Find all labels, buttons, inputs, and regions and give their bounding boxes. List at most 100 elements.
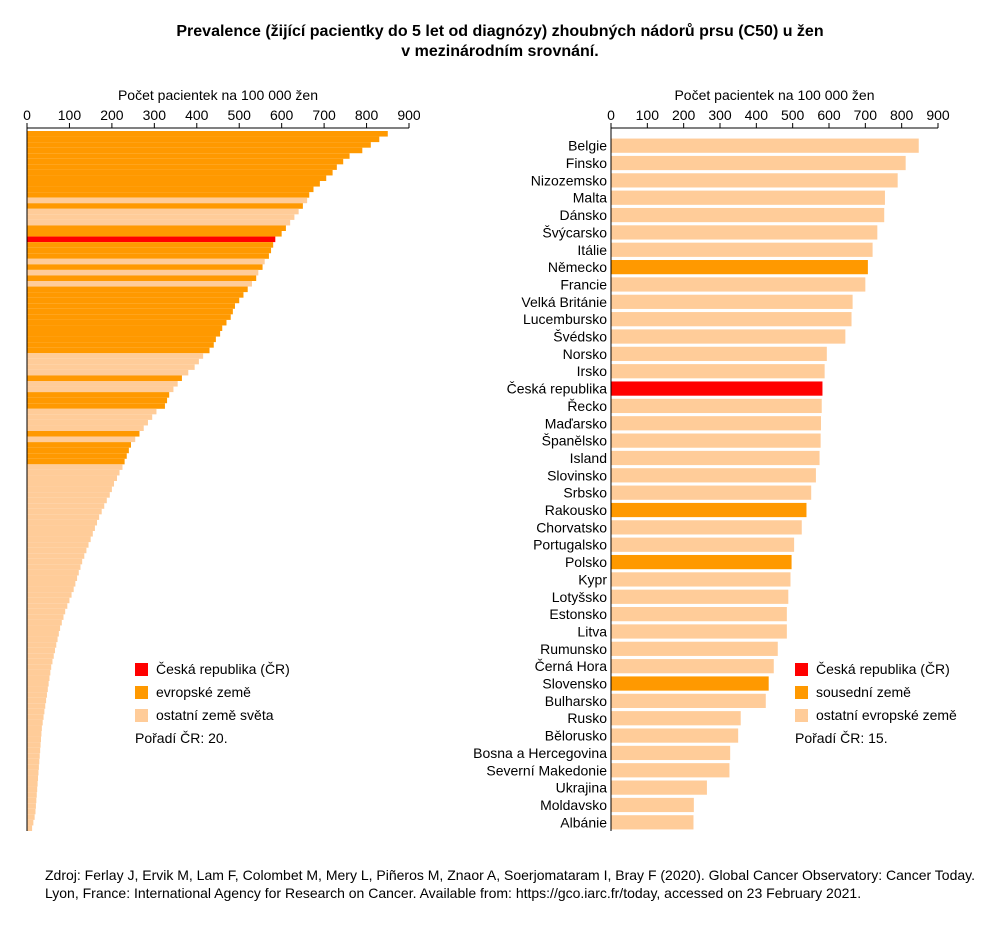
world-bar	[27, 531, 93, 537]
world-x-axis-label: Počet pacientek na 100 000 žen	[118, 87, 318, 103]
world-bar	[27, 136, 380, 143]
europe-bar	[611, 277, 866, 292]
europe-x-tick-label: 700	[854, 107, 878, 123]
europe-bar	[611, 641, 778, 656]
world-x-tick-label: 800	[355, 107, 379, 123]
world-bar	[27, 464, 123, 470]
world-bar	[27, 636, 58, 643]
world-bar	[27, 703, 46, 709]
world-x-tick-label: 100	[58, 107, 82, 123]
world-bar	[27, 158, 344, 165]
world-bar	[27, 147, 363, 154]
legend-item-other-europe: ostatní evropské země	[795, 704, 957, 727]
world-bar	[27, 797, 37, 804]
world-bar	[27, 792, 37, 798]
world-bar	[27, 781, 38, 787]
world-bar	[27, 264, 263, 270]
world-bar	[27, 719, 43, 726]
world-bar	[27, 508, 102, 515]
world-bar	[27, 786, 38, 793]
europe-bar	[611, 693, 766, 708]
europe-bar	[611, 416, 822, 431]
world-bar	[27, 392, 170, 398]
europe-category-label: Srbsko	[563, 485, 607, 501]
world-bar	[27, 203, 303, 209]
europe-x-tick-label: 400	[745, 107, 769, 123]
europe-bar	[611, 207, 885, 223]
europe-category-label: Litva	[577, 623, 607, 639]
world-bar	[27, 319, 227, 326]
europe-x-tick-label: 100	[636, 107, 660, 123]
legend-label-other-europe: ostatní evropské země	[816, 707, 957, 723]
world-bar	[27, 525, 95, 531]
world-x-tick-label: 900	[397, 107, 420, 123]
world-x-tick-label: 400	[185, 107, 209, 123]
world-bar	[27, 725, 42, 731]
world-bar	[27, 664, 52, 670]
world-bar	[27, 386, 174, 393]
legend-swatch-european	[135, 686, 148, 699]
legend-swatch-other-world	[135, 709, 148, 722]
world-bar	[27, 364, 195, 370]
world-bar	[27, 242, 274, 248]
world-bar	[27, 358, 199, 365]
world-bar	[27, 258, 265, 265]
europe-category-label: Rusko	[567, 710, 607, 726]
europe-category-label: Finsko	[566, 155, 607, 171]
world-bar	[27, 814, 35, 820]
europe-bar	[611, 398, 822, 414]
europe-comparison-chart: Počet pacientek na 100 000 žen 0 100 200 300…	[473, 87, 950, 831]
world-bar	[27, 236, 276, 243]
source-note: Zdroj: Ferlay J, Ervik M, Lam F, Colombe…	[45, 867, 976, 901]
europe-category-label: Chorvatsko	[536, 519, 607, 535]
europe-bar	[611, 780, 707, 795]
world-bar	[27, 808, 36, 815]
legend-swatch-cz-europe	[795, 663, 808, 676]
world-bar	[27, 219, 291, 226]
world-bar	[27, 575, 78, 581]
europe-category-label: Slovinsko	[547, 467, 607, 483]
europe-bar	[611, 312, 852, 327]
world-bar	[27, 803, 36, 809]
world-x-tick-label: 0	[23, 107, 31, 123]
europe-bar	[611, 676, 769, 691]
europe-x-tick-label: 800	[890, 107, 914, 123]
world-bar	[27, 497, 107, 504]
world-bar	[27, 592, 72, 598]
europe-category-label: Lotyšsko	[552, 589, 607, 605]
world-bar	[27, 764, 39, 770]
europe-category-label: Dánsko	[560, 207, 608, 223]
world-bar	[27, 469, 120, 476]
world-comparison-chart: Počet pacientek na 100 000 žen 0 100 200 300…	[23, 87, 420, 831]
europe-bar	[611, 138, 919, 153]
world-bar	[27, 142, 371, 148]
europe-x-tick-label: 0	[607, 107, 615, 123]
world-x-tick-label: 300	[143, 107, 167, 123]
world-bar	[27, 169, 333, 176]
europe-bar	[611, 537, 795, 552]
world-bar	[27, 175, 327, 181]
europe-category-label: Estonsko	[549, 606, 607, 622]
world-bar	[27, 653, 54, 659]
world-bar	[27, 269, 259, 276]
europe-bar	[611, 572, 791, 587]
europe-bar	[611, 450, 820, 466]
world-bar	[27, 286, 248, 293]
world-bar	[27, 342, 214, 348]
europe-bar	[611, 502, 807, 518]
world-bar	[27, 314, 231, 320]
europe-bar	[611, 520, 802, 535]
world-bar	[27, 492, 110, 498]
legend-item-cz-europe: Česká republika (ČR)	[795, 658, 957, 681]
europe-x-tick-label: 500	[781, 107, 805, 123]
world-bar	[27, 225, 286, 231]
world-bar	[27, 647, 56, 654]
legend-item-european: evropské země	[135, 681, 290, 704]
europe-bar	[611, 589, 789, 604]
world-bar	[27, 686, 48, 693]
world-bar	[27, 275, 257, 281]
europe-category-label: Švýcarsko	[542, 224, 607, 240]
legend-label-european: evropské země	[156, 684, 251, 700]
europe-bar	[611, 260, 868, 275]
europe-category-label: Lucembursko	[523, 311, 607, 327]
